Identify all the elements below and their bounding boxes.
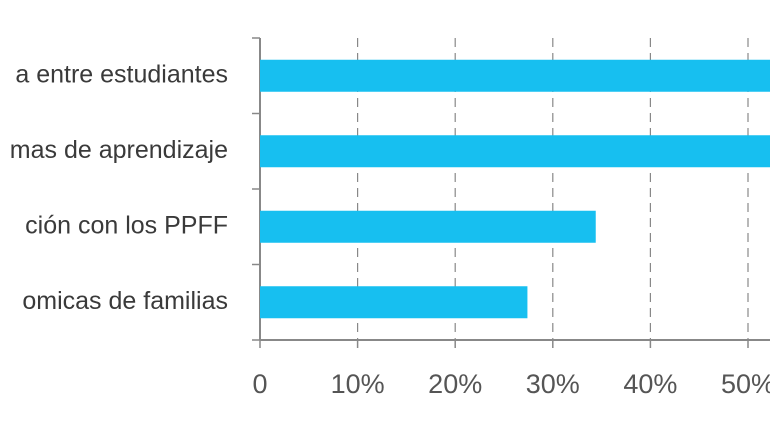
bar [260, 286, 528, 319]
y-tick-label: a entre estudiantes [15, 60, 228, 88]
x-tick-label: 20% [428, 369, 482, 399]
x-tick-label: 50% [721, 369, 770, 399]
x-tick-label: 10% [331, 369, 385, 399]
y-tick-label: ción con los PPFF [25, 211, 228, 239]
x-tick-label: 0 [252, 369, 267, 399]
y-tick-label: omicas de familias [22, 287, 228, 315]
bar [260, 59, 770, 92]
bar [260, 135, 770, 168]
y-tick-label: mas de aprendizaje [10, 136, 228, 164]
bar [260, 210, 596, 243]
x-tick-label: 30% [526, 369, 580, 399]
x-tick-label: 40% [623, 369, 677, 399]
